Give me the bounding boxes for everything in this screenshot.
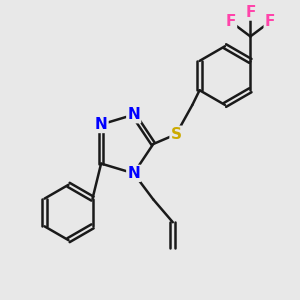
Text: N: N bbox=[127, 166, 140, 181]
Text: S: S bbox=[171, 127, 182, 142]
Text: N: N bbox=[127, 107, 140, 122]
Text: F: F bbox=[265, 14, 275, 29]
Text: N: N bbox=[95, 117, 107, 132]
Text: F: F bbox=[226, 14, 236, 29]
Text: F: F bbox=[245, 4, 256, 20]
